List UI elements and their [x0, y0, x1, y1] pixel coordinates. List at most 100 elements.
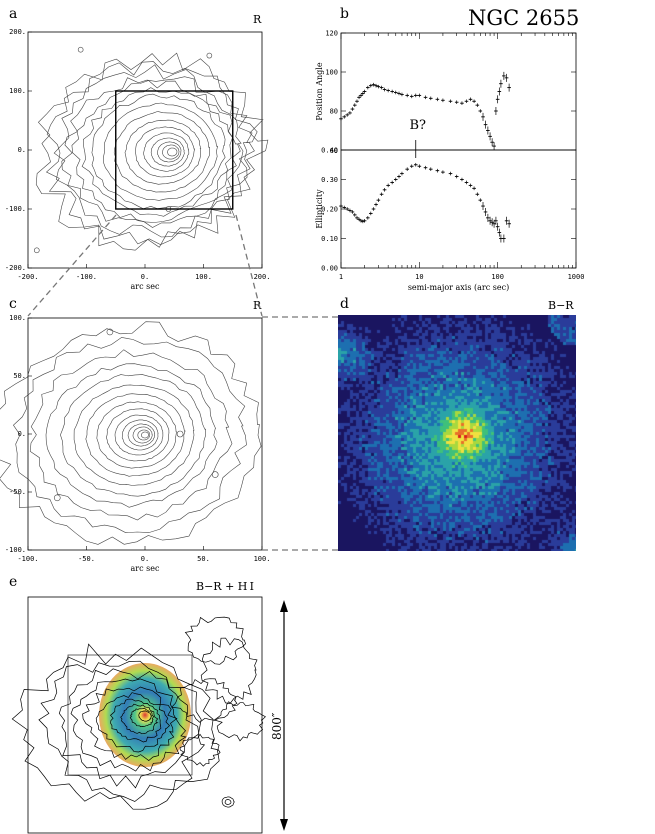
panel-c-isophote [137, 429, 151, 441]
panel-a-inset-box [115, 90, 234, 210]
panel-a-contours [33, 46, 269, 254]
panel-a-star-contour [206, 52, 213, 59]
panel-e-hi-contour [110, 698, 162, 743]
panel-c-isophote [13, 337, 247, 534]
panel-a-isophote [113, 111, 210, 193]
panel-a-isophote [45, 61, 258, 246]
panel-a-ytick-label: -100. [5, 205, 26, 213]
panel-c-xlabel: arc sec [131, 564, 160, 573]
panel-c-star-contour [106, 328, 114, 336]
panel-e-scale-arrowhead-top [280, 600, 288, 612]
panel-c-star-contour [211, 471, 219, 478]
panel-b-ytick-label: 0.00 [321, 265, 338, 273]
panel-b-ytick-label: 0.30 [321, 176, 338, 184]
panel-e-scale-label: 800″ [270, 712, 284, 740]
panel-c-xtick-label: -50. [78, 555, 95, 563]
panel-e-hi-contour [179, 733, 221, 767]
panel-a-isophote [124, 119, 202, 185]
panel-c-star-contour [176, 430, 184, 438]
panel-e-hi-contour [129, 707, 155, 728]
panel-b-ytick-label: 60 [330, 147, 338, 155]
panel-c-isophote [127, 423, 155, 447]
panel-b-annotation: B? [409, 118, 426, 133]
panel-b-ylabel: Position Angle [315, 62, 324, 120]
panel-b-letter: b [340, 6, 349, 22]
panel-b-xtick-label: 10 [415, 273, 423, 281]
panel-a-ytick-label: 100. [9, 87, 26, 95]
panel-c-isophote [45, 363, 218, 508]
panel-a-isophote [143, 132, 190, 172]
panel-c-isophote [29, 349, 233, 521]
panel-a-isophote [157, 141, 182, 163]
panel-b-ytick-label: 0.10 [321, 235, 338, 243]
panel-c-xtick-label: 0. [141, 555, 149, 563]
panel-c-ytick-label: 100. [9, 314, 26, 322]
panel-a-xtick-label: 0. [141, 273, 149, 281]
panel-e-hi-contour [224, 799, 232, 805]
panel-a-isophote [61, 76, 244, 228]
panel-c-ytick-label: 0. [18, 430, 26, 438]
panel-c-ytick-label: -50. [9, 488, 26, 496]
panel-d-color-map [338, 315, 576, 551]
panel-e-hi-contour [82, 686, 178, 761]
panel-a-isophote [150, 137, 185, 167]
panel-a-isophote [162, 144, 180, 160]
panel-e-hi-contour [171, 678, 238, 723]
panel-c-ytick-label: -100. [5, 546, 26, 554]
panel-b-ytick-label: 80 [330, 108, 338, 116]
panel-a-isophote [35, 52, 269, 251]
panel-b-xtick-label: 1 [339, 273, 343, 281]
panel-b-xtick-label: 100 [491, 273, 504, 281]
panel-a-xlabel: arc sec [131, 282, 160, 291]
panel-e-hi-contour [200, 637, 258, 704]
panel-e-hi-contour [95, 692, 171, 753]
panel-c-xtick-label: -100. [17, 555, 38, 563]
panel-a-ytick-label: 200. [9, 28, 26, 36]
panel-a-isophote [91, 93, 226, 210]
panel-e-scale-arrowhead-bottom [280, 819, 288, 831]
panel-e-hi-contour [213, 701, 266, 742]
panel-e-hi-contour [11, 643, 220, 810]
panel-c-isophote [141, 431, 149, 439]
panel-e-band: B−R + H I [196, 580, 254, 593]
panel-c-isophote [132, 426, 153, 444]
panel-b-ylabel: Ellipticity [315, 189, 324, 229]
panel-d-letter: d [340, 296, 349, 312]
panel-e-hi-contour [120, 703, 159, 735]
panel-c-ytick-label: 50. [13, 372, 26, 380]
panel-a-star-contour [77, 46, 84, 53]
panel-c-xtick-label: 50. [197, 555, 210, 563]
panel-e-letter: e [9, 574, 18, 590]
panel-a-isophote [167, 147, 178, 157]
panel-c-isophote [121, 419, 159, 451]
panel-e-hi-contour [184, 616, 247, 665]
panel-e-color-image [99, 663, 191, 767]
panel-c-isophote [85, 393, 186, 477]
panel-a-band: R [253, 13, 262, 26]
panel-b-ytick-label: 100 [325, 69, 338, 77]
panel-c-isophote [73, 384, 195, 486]
panel-c-letter: c [9, 296, 17, 312]
panel-a-ytick-label: -200. [5, 264, 26, 272]
panel-b-ytick-label: 120 [325, 30, 338, 38]
panel-c-contours [0, 321, 262, 545]
figure-title: NGC 2655 [468, 6, 580, 30]
panel-c-isophote [60, 374, 206, 497]
panel-c-star-contour [53, 494, 61, 502]
panel-c-isophote [114, 414, 164, 456]
panel-b-xtick-label: 1000 [568, 273, 585, 281]
panel-a-xtick-label: 100. [195, 273, 212, 281]
panel-a-letter: a [9, 6, 18, 22]
panel-a-ytick-label: 0. [18, 146, 26, 154]
panel-c-xtick-label: 100. [254, 555, 271, 563]
panel-e-hi-contour [58, 668, 200, 789]
panel-e-hi-contour [138, 710, 152, 722]
panel-a-isophote [102, 102, 218, 201]
panel-e-hi-contour [38, 660, 206, 802]
panel-a-isophote [135, 126, 195, 178]
panel-c-isophote [105, 408, 170, 462]
panel-e-hi-contours [11, 616, 266, 810]
